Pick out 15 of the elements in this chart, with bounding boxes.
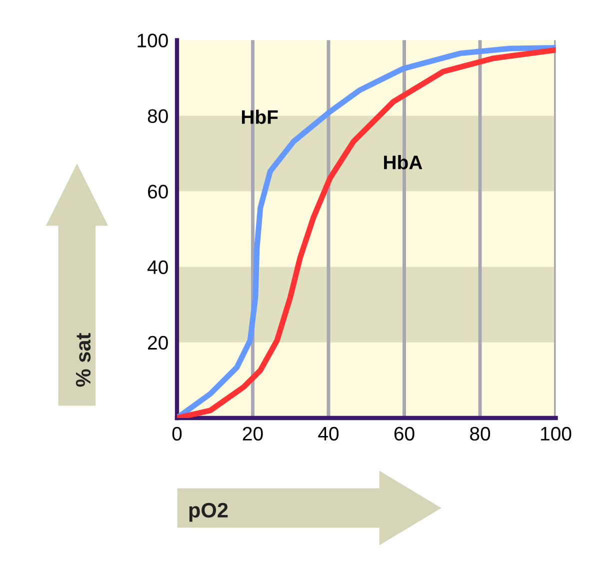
y-tick-label: 80 bbox=[148, 109, 168, 123]
y-tick-label: 100 bbox=[138, 34, 168, 48]
x-tick-label: 60 bbox=[394, 426, 414, 441]
x-tick-label: 80 bbox=[470, 426, 490, 441]
x-tick-label: 20 bbox=[242, 426, 263, 441]
series-label: HbA bbox=[384, 155, 422, 170]
y-axis-title: % sat bbox=[76, 333, 91, 387]
x-axis-title: pO2 bbox=[189, 502, 228, 522]
series-label: HbF bbox=[242, 110, 278, 124]
x-tick-label: 40 bbox=[318, 426, 339, 441]
y-tick-label: 20 bbox=[148, 336, 168, 350]
y-tick-label: 40 bbox=[147, 260, 168, 274]
y-tick-label: 60 bbox=[148, 184, 168, 199]
x-tick-label: 0 bbox=[172, 426, 182, 441]
x-tick-label: 100 bbox=[541, 426, 572, 441]
